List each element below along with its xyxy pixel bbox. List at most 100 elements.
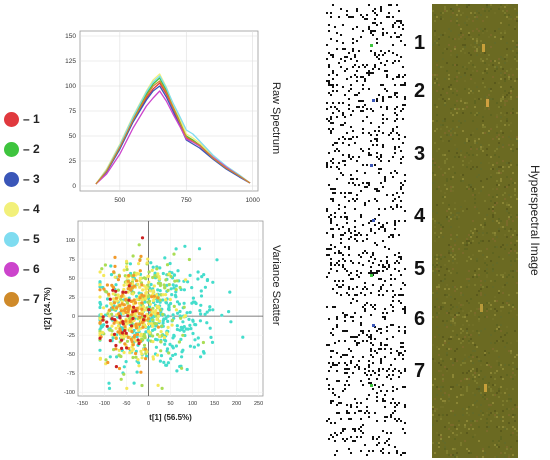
- pixel: [386, 70, 388, 72]
- pixel: [352, 298, 354, 300]
- texture-pixel: [450, 20, 452, 22]
- texture-pixel: [514, 456, 516, 458]
- scatter-point: [117, 312, 121, 316]
- texture-pixel: [474, 106, 476, 108]
- texture-pixel: [476, 294, 478, 296]
- texture-pixel: [504, 392, 506, 394]
- pixel: [376, 100, 378, 102]
- texture-pixel: [444, 102, 446, 104]
- pixel: [384, 180, 386, 182]
- texture-pixel: [434, 222, 436, 224]
- texture-pixel: [476, 148, 478, 150]
- texture-pixel: [502, 98, 504, 100]
- texture-pixel: [494, 60, 496, 62]
- texture-pixel: [456, 4, 458, 6]
- texture-pixel: [444, 366, 446, 368]
- pixel: [374, 8, 376, 10]
- pixel: [350, 406, 352, 408]
- texture-pixel: [514, 230, 516, 232]
- texture-pixel: [476, 42, 478, 44]
- pixel: [350, 336, 352, 338]
- pixel: [374, 188, 376, 190]
- texture-pixel: [504, 14, 506, 16]
- strip-number: 6: [414, 308, 426, 330]
- pixel: [336, 324, 338, 326]
- texture-pixel: [500, 178, 502, 180]
- scatter-point: [144, 291, 148, 295]
- texture-pixel: [450, 216, 452, 218]
- pixel: [368, 88, 370, 90]
- pixel: [386, 60, 388, 62]
- texture-pixel: [448, 252, 450, 254]
- scatter-point: [117, 348, 121, 352]
- texture-pixel: [436, 408, 438, 410]
- texture-pixel: [474, 188, 476, 190]
- texture-pixel: [508, 144, 510, 146]
- pixel: [354, 336, 356, 338]
- texture-pixel: [488, 208, 490, 210]
- texture-pixel: [442, 336, 444, 338]
- texture-pixel: [502, 68, 504, 70]
- pixel: [388, 4, 390, 6]
- texture-pixel: [490, 176, 492, 178]
- texture-pixel: [494, 82, 496, 84]
- pixel: [372, 272, 374, 274]
- texture-pixel: [496, 114, 498, 116]
- texture-pixel: [448, 244, 450, 246]
- image-background: [432, 4, 518, 458]
- texture-pixel: [468, 414, 470, 416]
- pixel: [372, 254, 374, 256]
- pixel: [402, 104, 404, 106]
- texture-pixel: [448, 98, 450, 100]
- pixel: [372, 34, 374, 36]
- scatter-point: [128, 262, 132, 266]
- texture-pixel: [468, 270, 470, 272]
- pixel: [390, 284, 392, 286]
- texture-pixel: [480, 280, 482, 282]
- pixel: [346, 132, 348, 134]
- pixel: [404, 82, 406, 84]
- texture-pixel: [500, 100, 502, 102]
- pixel: [372, 68, 374, 70]
- texture-pixel: [516, 434, 518, 436]
- texture-pixel: [490, 342, 492, 344]
- pixel: [352, 262, 354, 264]
- texture-pixel: [492, 210, 494, 212]
- texture-pixel: [502, 420, 504, 422]
- pixel: [360, 324, 362, 326]
- pixel: [398, 252, 400, 254]
- texture-pixel: [510, 112, 512, 114]
- pixel: [360, 272, 362, 274]
- pixel: [352, 156, 354, 158]
- pixel: [382, 98, 384, 100]
- pixel: [394, 198, 396, 200]
- texture-pixel: [440, 418, 442, 420]
- texture-pixel: [476, 356, 478, 358]
- texture-pixel: [508, 18, 510, 20]
- texture-pixel: [446, 326, 448, 328]
- pixel: [332, 162, 334, 164]
- texture-pixel: [436, 150, 438, 152]
- texture-pixel: [480, 14, 482, 16]
- texture-pixel: [448, 342, 450, 344]
- texture-pixel: [492, 232, 494, 234]
- pixel: [362, 150, 364, 152]
- texture-pixel: [470, 258, 472, 260]
- y-tick-label: 25: [69, 295, 75, 301]
- pixel: [374, 64, 376, 66]
- pixel: [328, 82, 330, 84]
- pixel: [382, 264, 384, 266]
- pixel: [404, 84, 406, 86]
- texture-pixel: [454, 314, 456, 316]
- texture-pixel: [512, 88, 514, 90]
- texture-pixel: [454, 46, 456, 48]
- texture-pixel: [486, 422, 488, 424]
- texture-pixel: [500, 392, 502, 394]
- pixel: [348, 156, 350, 158]
- texture-pixel: [476, 276, 478, 278]
- texture-pixel: [480, 418, 482, 420]
- pixel: [328, 66, 330, 68]
- texture-pixel: [438, 148, 440, 150]
- texture-pixel: [500, 324, 502, 326]
- texture-pixel: [432, 172, 434, 174]
